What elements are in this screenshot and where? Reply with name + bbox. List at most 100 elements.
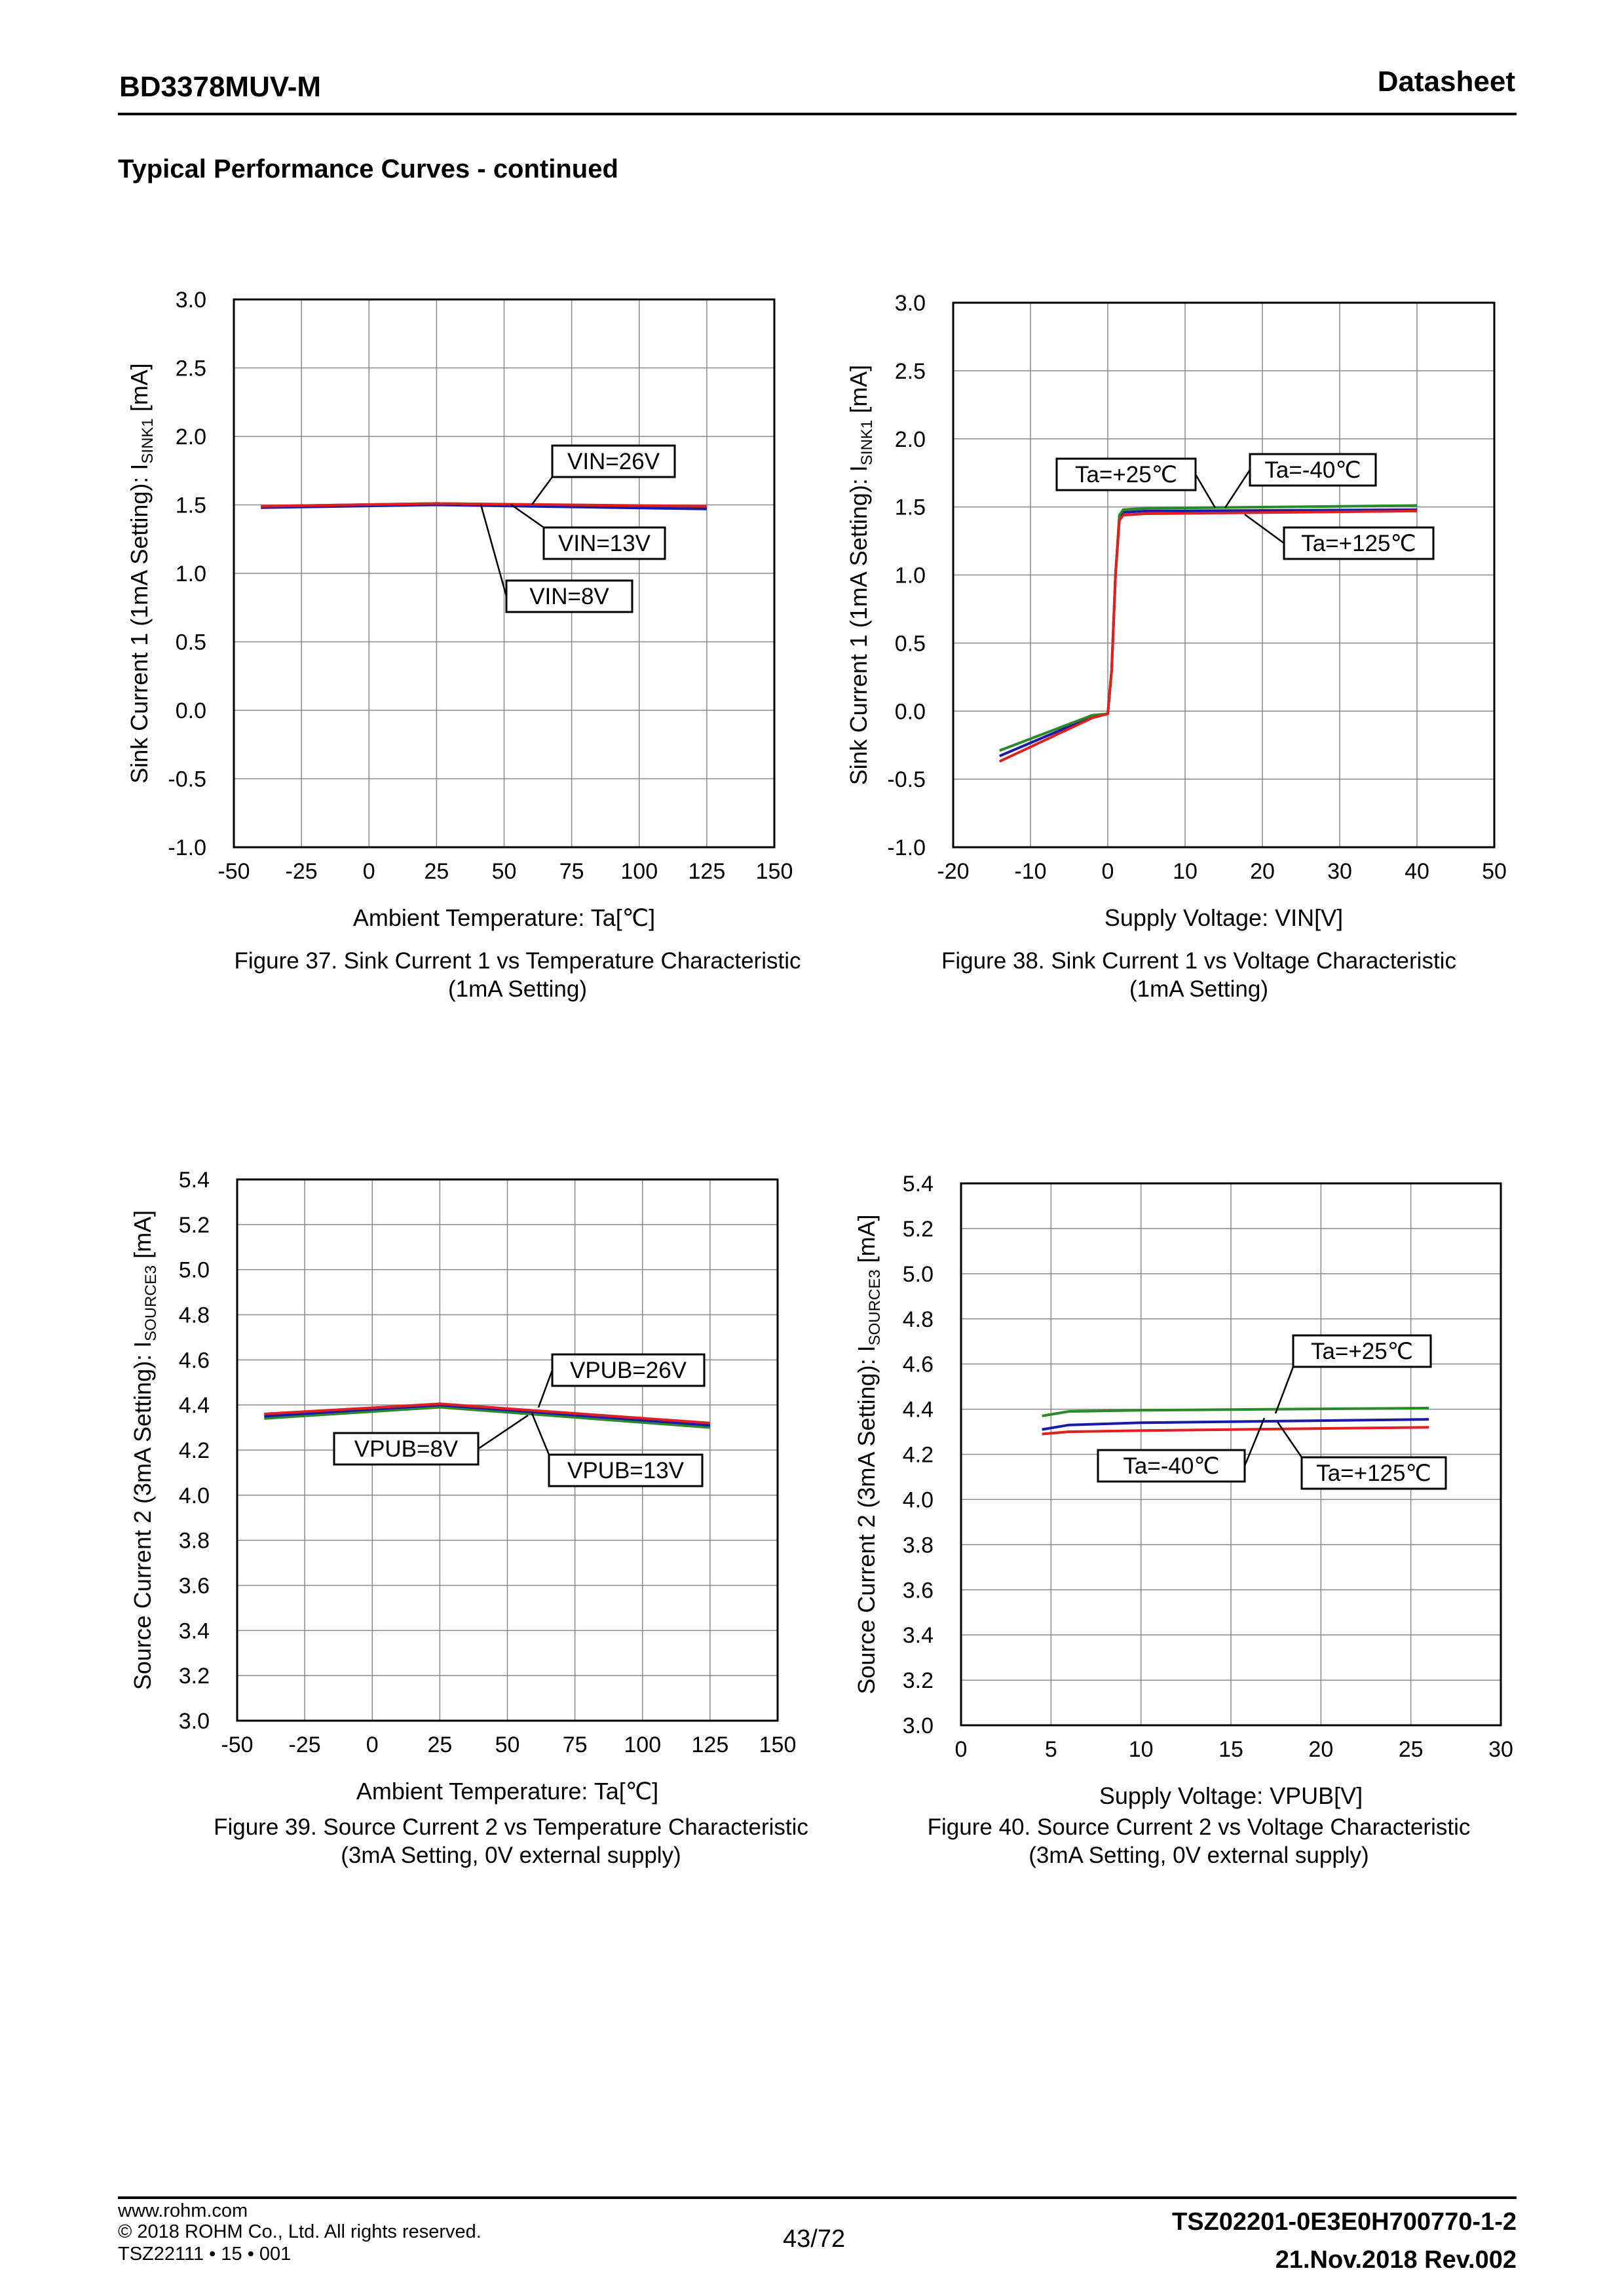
annotation-label: VIN=8V xyxy=(529,584,609,609)
annotation-box xyxy=(505,579,633,613)
x-tick-label: 75 xyxy=(563,1732,588,1757)
annotation-leader xyxy=(1194,474,1217,508)
annotation-label: VPUB=8V xyxy=(354,1436,459,1462)
figure-39-caption: Figure 39. Source Current 2 vs Temperatu… xyxy=(177,1813,845,1869)
y-tick-label: 4.4 xyxy=(903,1398,934,1423)
y-tick-label: -0.5 xyxy=(887,767,926,792)
part-number: BD3378MUV-M xyxy=(119,71,322,103)
annotation-box xyxy=(1249,453,1377,487)
series-line-3 xyxy=(1042,1426,1429,1436)
annotation-label: Ta=+25℃ xyxy=(1075,462,1177,488)
annotation-box xyxy=(551,444,676,478)
figure-38-caption: Figure 38. Sink Current 1 vs Voltage Cha… xyxy=(904,947,1494,1003)
y-tick-label: 4.4 xyxy=(179,1393,210,1418)
annotation-leader xyxy=(1276,1421,1303,1458)
x-tick-label: -20 xyxy=(937,859,969,884)
figure-40-caption-line1: Figure 40. Source Current 2 vs Voltage C… xyxy=(927,1814,1471,1840)
annotation-box xyxy=(548,1453,704,1487)
x-tick-label: 50 xyxy=(1482,859,1507,884)
annotation-leader xyxy=(531,476,554,505)
annotation-label: Ta=-40℃ xyxy=(1123,1453,1219,1479)
y-tick-label: 2.5 xyxy=(895,359,926,384)
x-tick-label: 30 xyxy=(1327,859,1352,884)
x-tick-label: -25 xyxy=(286,859,318,884)
annotation-leader xyxy=(1224,469,1251,508)
x-tick-label: 150 xyxy=(756,859,793,884)
x-axis-label: Ambient Temperature: Ta[℃] xyxy=(353,904,655,931)
footer-url[interactable]: www.rohm.com xyxy=(118,2200,248,2221)
x-tick-label: -50 xyxy=(217,859,250,884)
annotation-box xyxy=(1283,526,1435,560)
x-tick-label: 0 xyxy=(1102,859,1114,884)
x-tick-label: 5 xyxy=(1045,1737,1057,1762)
x-tick-label: 10 xyxy=(1173,859,1198,884)
plot-figure-39: -50 -25 0 25 50 75 100 125 150 3.0 3.2 3.4 3.6 3.8 4.0… xyxy=(129,1168,796,1805)
y-tick-label: 3.6 xyxy=(179,1574,210,1599)
y-tick-label: 2.0 xyxy=(176,425,206,450)
figure-40-caption-line2: (3mA Setting, 0V external supply) xyxy=(1029,1843,1369,1868)
y-tick-label: -1.0 xyxy=(168,835,206,860)
y-tick-label: 3.2 xyxy=(903,1668,934,1693)
x-tick-label: -25 xyxy=(289,1732,321,1757)
figure-37-caption-line2: (1mA Setting) xyxy=(447,976,588,1002)
y-tick-label: 5.0 xyxy=(903,1262,934,1287)
x-tick-label: 10 xyxy=(1129,1737,1154,1762)
y-tick-label: -0.5 xyxy=(168,767,206,792)
plot-frame xyxy=(960,1182,1502,1727)
y-tick-label: 4.0 xyxy=(903,1487,934,1512)
date-revision: 21.Nov.2018 Rev.002 xyxy=(1275,2246,1517,2274)
y-tick-label: 4.0 xyxy=(179,1483,210,1508)
plot-figure-37: -50 -25 0 25 50 75 100 125 150 -1.0 -0.5 0.0 0.5 1.0 1… xyxy=(126,288,793,931)
series-line-2 xyxy=(261,503,707,510)
annotation-label: VPUB=26V xyxy=(570,1358,687,1383)
annotation-label: Ta=-40℃ xyxy=(1264,457,1361,483)
section-title: Typical Performance Curves - continued xyxy=(118,155,618,183)
annotation-leader xyxy=(1243,1417,1266,1466)
footer-rule xyxy=(118,2196,1517,2199)
plot-figure-38: -20 -10 0 10 20 30 40 50 -1.0 -0.5 0.0 0.5 1.0 1.5 2.0… xyxy=(845,291,1507,931)
footer-copyright: © 2018 ROHM Co., Ltd. All rights reserve… xyxy=(118,2221,482,2242)
annotation-leader xyxy=(510,503,544,529)
doc-type: Datasheet xyxy=(1377,66,1515,98)
y-tick-label: 5.4 xyxy=(179,1168,210,1193)
y-tick-label: 4.2 xyxy=(903,1443,934,1468)
series-line-3 xyxy=(998,509,1418,763)
annotation-box xyxy=(542,526,666,560)
figure-38-caption-line1: Figure 38. Sink Current 1 vs Voltage Cha… xyxy=(941,948,1456,974)
y-tick-label: 3.4 xyxy=(179,1618,210,1643)
x-tick-label: 50 xyxy=(495,1732,520,1757)
x-tick-label: 25 xyxy=(424,859,449,884)
figure-40-caption: Figure 40. Source Current 2 vs Voltage C… xyxy=(884,1813,1513,1869)
figure-37-caption: Figure 37. Sink Current 1 vs Temperature… xyxy=(203,947,832,1003)
annotation-label: Ta=+25℃ xyxy=(1311,1339,1413,1364)
x-tick-label: 150 xyxy=(759,1732,797,1757)
annotation-leader xyxy=(478,1414,529,1450)
y-axis-label: Sink Current 1 (1mA Setting): ISINK1 [mA… xyxy=(845,365,876,786)
y-tick-label: 2.5 xyxy=(176,356,206,381)
y-tick-label: 2.0 xyxy=(895,427,926,452)
y-tick-label: 3.0 xyxy=(176,288,206,313)
figure-38-caption-line2: (1mA Setting) xyxy=(1129,976,1269,1002)
annotation-leader xyxy=(480,504,508,597)
x-tick-label: 100 xyxy=(624,1732,661,1757)
x-tick-label: 20 xyxy=(1308,1737,1333,1762)
y-tick-label: 0.0 xyxy=(176,698,206,723)
y-tick-label: 1.0 xyxy=(176,562,206,586)
y-tick-label: 5.4 xyxy=(903,1172,934,1196)
plot-frame xyxy=(952,301,1496,849)
y-tick-label: 3.8 xyxy=(903,1533,934,1558)
plot-figure-40: 0 5 10 15 20 25 30 3.0 3.2 3.4 3.6 3.8 4.0 4.2 4.4 4.6 4… xyxy=(853,1172,1513,1809)
y-tick-label: 0.5 xyxy=(176,630,206,655)
y-tick-label: -1.0 xyxy=(887,835,926,860)
y-axis-label: Source Current 2 (3mA Setting): ISOURCE3… xyxy=(853,1214,884,1694)
x-tick-label: 25 xyxy=(1399,1737,1424,1762)
annotation-box xyxy=(1097,1449,1246,1483)
plot-frame xyxy=(233,298,776,849)
y-tick-label: 3.0 xyxy=(179,1709,210,1734)
annotation-box xyxy=(551,1353,706,1387)
x-axis-label: Ambient Temperature: Ta[℃] xyxy=(356,1778,658,1805)
series-line-2 xyxy=(1042,1406,1429,1417)
x-tick-label: -50 xyxy=(221,1732,253,1757)
series-line-3 xyxy=(261,502,707,508)
